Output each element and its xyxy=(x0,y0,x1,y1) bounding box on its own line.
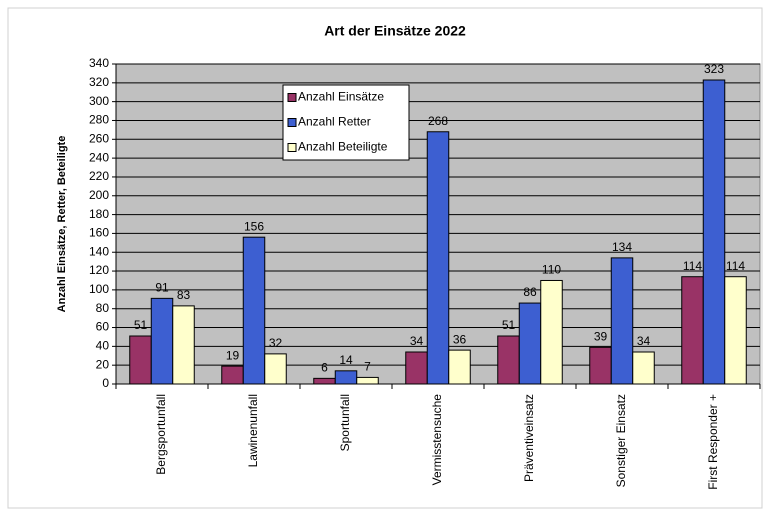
y-tick-label: 100 xyxy=(89,282,109,296)
y-tick-label: 240 xyxy=(89,150,109,164)
data-label: 34 xyxy=(410,334,424,348)
x-tick-label: Sportunfall xyxy=(338,394,352,451)
y-tick-label: 180 xyxy=(89,207,109,221)
legend-swatch xyxy=(287,143,297,152)
bar xyxy=(313,377,336,385)
data-label: 134 xyxy=(612,240,632,254)
x-tick-label: Vermisstensuche xyxy=(430,394,444,486)
bar xyxy=(242,236,266,385)
y-tick-label: 260 xyxy=(89,131,109,145)
chart-title: Art der Einsätze 2022 xyxy=(324,23,466,39)
legend-label: Anzahl Beteiligte xyxy=(298,140,388,154)
data-label: 91 xyxy=(155,281,169,295)
bar xyxy=(221,365,244,385)
data-label: 114 xyxy=(683,259,702,273)
x-tick-label: First Responder + xyxy=(706,394,720,490)
bar xyxy=(724,276,747,385)
legend-label: Anzahl Einsätze xyxy=(298,90,384,104)
y-tick-label: 80 xyxy=(96,301,110,315)
data-label: 114 xyxy=(726,259,745,273)
y-tick-label: 300 xyxy=(89,94,109,108)
bar xyxy=(129,335,152,385)
y-tick-label: 220 xyxy=(89,169,109,183)
bar xyxy=(150,297,174,385)
legend-swatch xyxy=(287,93,297,102)
data-label: 7 xyxy=(364,360,371,374)
bar xyxy=(518,302,542,385)
bar xyxy=(589,346,612,385)
bar xyxy=(172,305,195,385)
bar xyxy=(540,279,563,385)
legend-swatch xyxy=(287,118,297,127)
legend-box xyxy=(282,84,410,161)
legend: Anzahl Einsätze Anzahl Retter Anzahl Betei… xyxy=(282,84,410,161)
bar xyxy=(681,276,704,385)
data-label: 6 xyxy=(321,361,328,375)
bar xyxy=(426,131,450,385)
x-tick-label: Präventiveinsatz xyxy=(522,394,536,482)
bar xyxy=(264,353,287,385)
data-label: 14 xyxy=(339,353,353,367)
y-tick-label: 160 xyxy=(89,226,109,240)
data-label: 51 xyxy=(502,318,516,332)
data-label: 323 xyxy=(704,62,724,76)
bar xyxy=(497,335,520,385)
y-tick-label: 40 xyxy=(96,339,110,353)
bar xyxy=(405,351,428,385)
y-tick-label: 140 xyxy=(89,244,109,258)
data-label: 36 xyxy=(453,332,467,346)
x-tick-label: Lawinenunfall xyxy=(246,394,260,467)
data-label: 86 xyxy=(523,285,537,299)
bar xyxy=(610,257,634,385)
y-tick-label: 320 xyxy=(89,75,109,89)
y-tick-label: 20 xyxy=(96,357,110,371)
bar xyxy=(448,349,471,385)
data-label: 156 xyxy=(244,219,264,233)
y-axis-label: Anzahl Einsätze, Retter, Beteiligte xyxy=(56,136,68,313)
data-label: 32 xyxy=(269,336,283,350)
data-label: 110 xyxy=(542,263,561,277)
bar xyxy=(334,370,358,385)
y-tick-label: 60 xyxy=(96,320,110,334)
y-tick-label: 120 xyxy=(89,263,109,277)
data-label: 19 xyxy=(226,348,240,362)
y-tick-label: 0 xyxy=(102,376,109,390)
data-label: 83 xyxy=(177,288,191,302)
data-label: 51 xyxy=(134,318,148,332)
legend-label: Anzahl Retter xyxy=(298,115,371,129)
bar xyxy=(632,351,655,385)
y-tick-label: 200 xyxy=(89,188,109,202)
bar xyxy=(702,79,726,385)
data-label: 39 xyxy=(594,329,608,343)
data-label: 268 xyxy=(428,114,448,128)
x-tick-label: Bergsportunfall xyxy=(154,394,168,475)
y-tick-label: 340 xyxy=(89,56,109,70)
x-tick-label: Sonstiger Einsatz xyxy=(614,394,628,487)
y-tick-label: 280 xyxy=(89,113,109,127)
data-label: 34 xyxy=(637,334,651,348)
bar xyxy=(356,376,379,385)
